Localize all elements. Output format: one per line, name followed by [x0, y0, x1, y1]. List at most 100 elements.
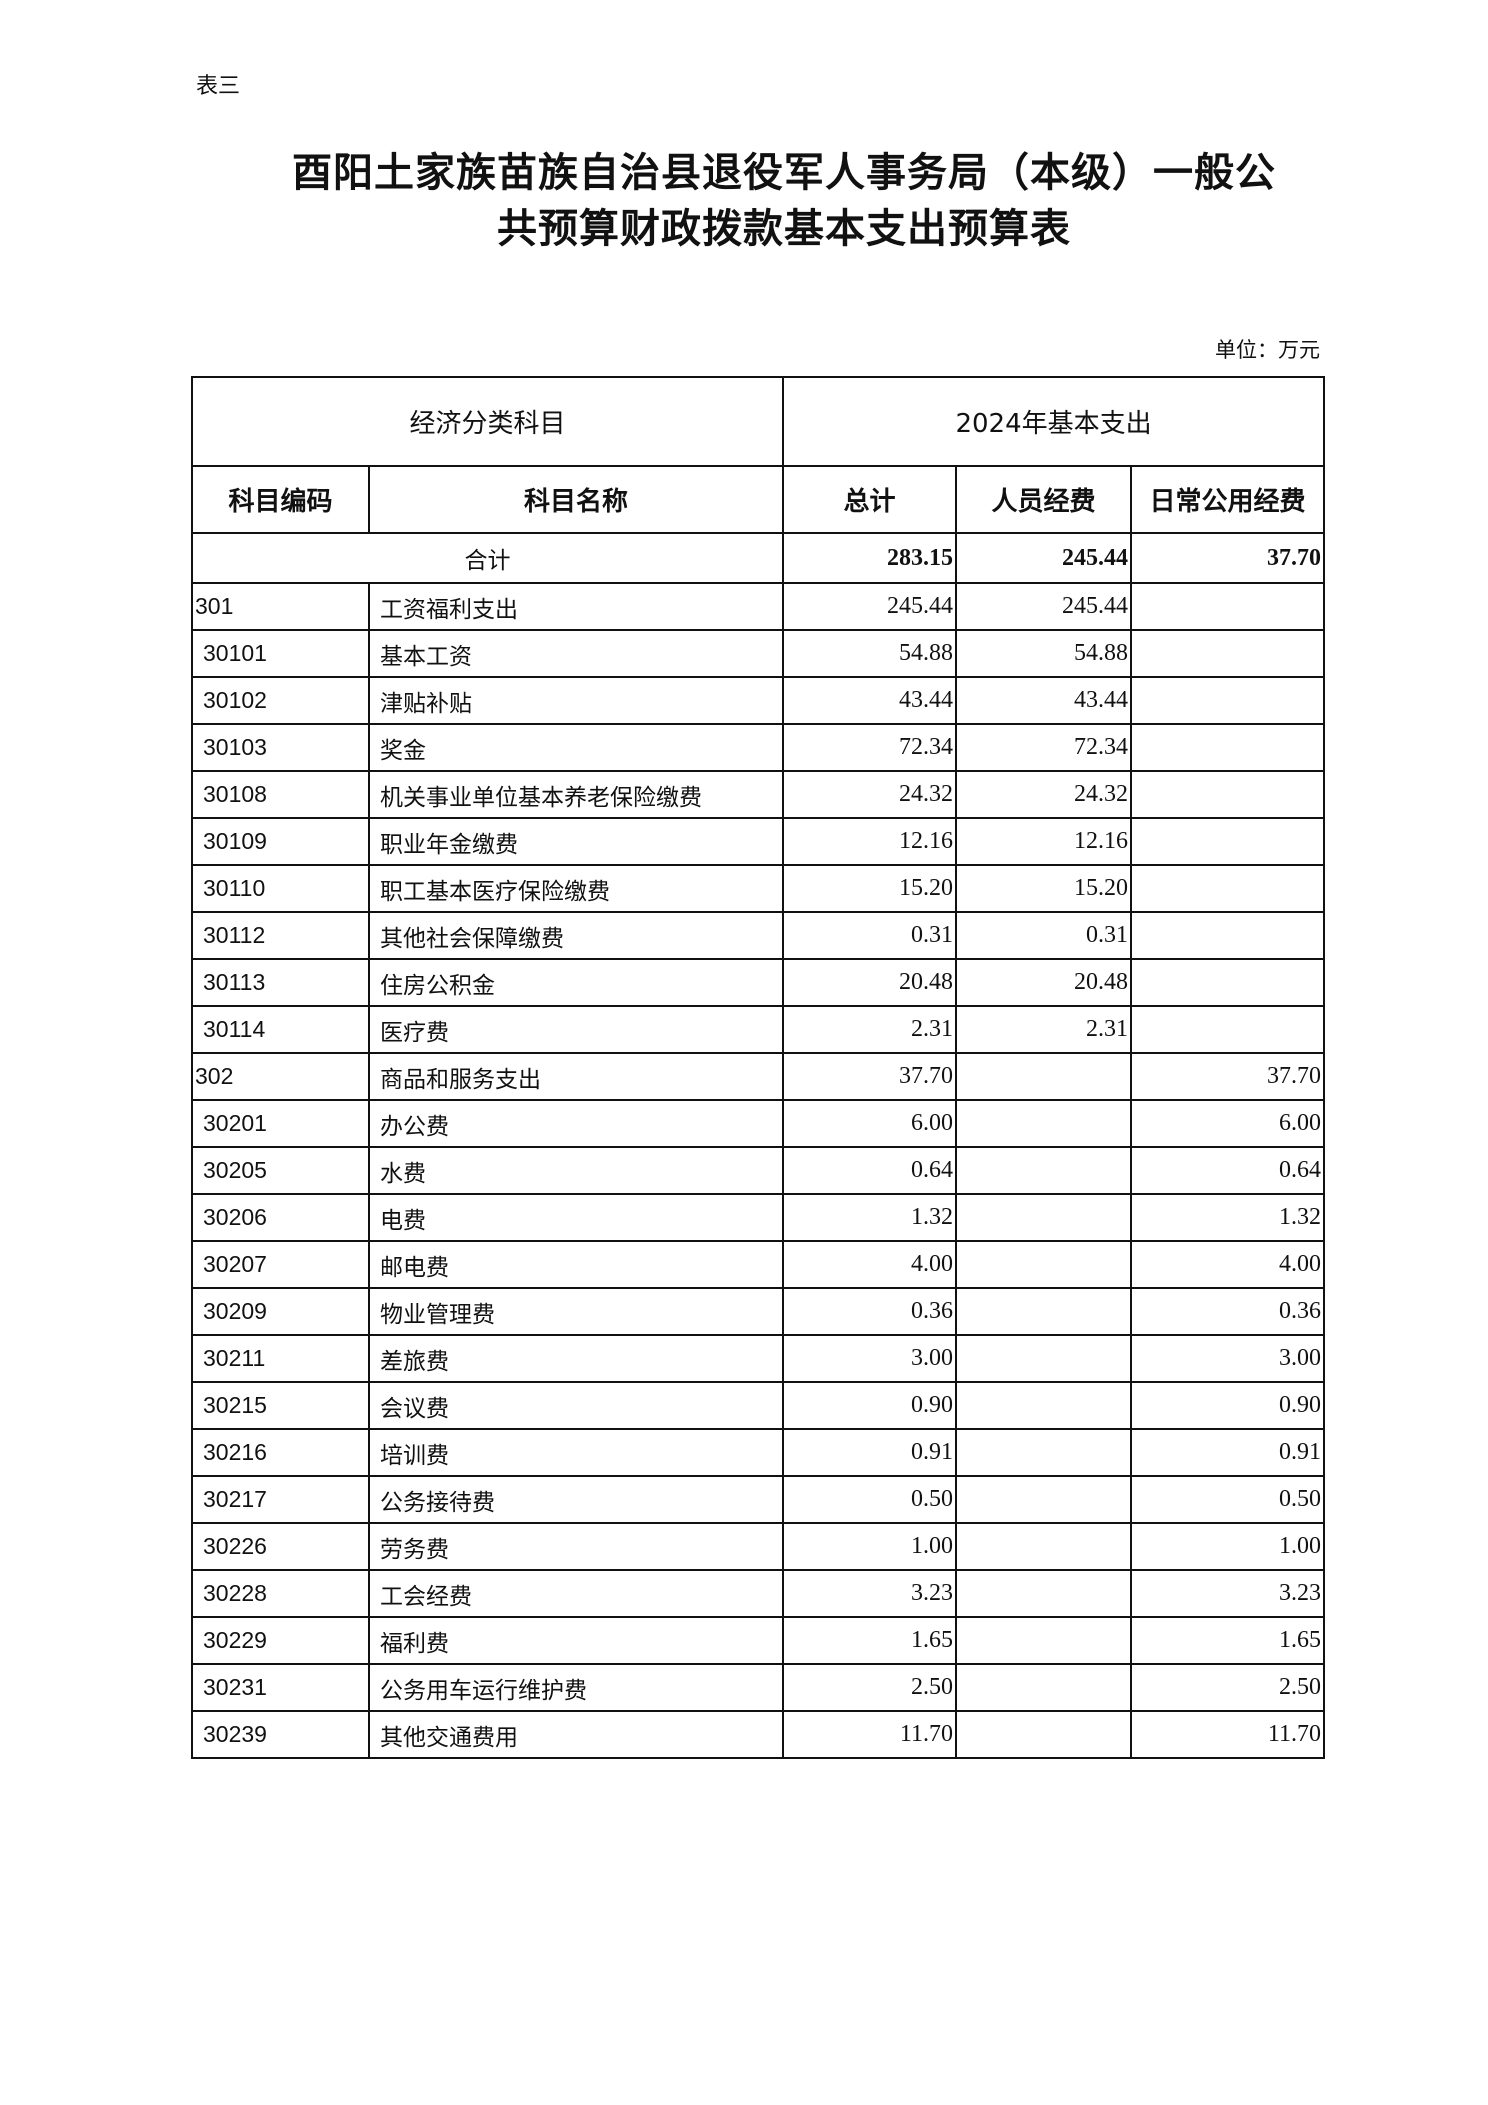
row-total: 2.31 — [782, 1005, 958, 1054]
row-total: 0.36 — [782, 1287, 958, 1336]
row-public — [1130, 1005, 1326, 1054]
row-total: 1.65 — [782, 1616, 958, 1665]
row-personnel — [955, 1428, 1133, 1477]
unit-label: 单位：万元 — [1215, 338, 1320, 362]
row-total: 24.32 — [782, 770, 958, 819]
row-public: 0.91 — [1130, 1428, 1326, 1477]
row-code: 30201 — [191, 1099, 370, 1148]
row-name: 其他交通费用 — [367, 1710, 785, 1759]
table-number-label: 表三 — [196, 74, 241, 99]
row-total: 2.50 — [782, 1663, 958, 1712]
row-code: 30216 — [191, 1428, 370, 1477]
row-name: 福利费 — [367, 1616, 785, 1665]
table-row: 30207 邮电费 4.00 4.00 — [191, 1240, 1326, 1289]
row-public: 3.00 — [1130, 1334, 1326, 1383]
row-personnel — [955, 1710, 1133, 1759]
row-name: 津贴补贴 — [367, 676, 785, 725]
row-public: 11.70 — [1130, 1710, 1326, 1759]
row-public: 37.70 — [1130, 1052, 1326, 1101]
row-public: 6.00 — [1130, 1099, 1326, 1148]
row-total: 37.70 — [782, 1052, 958, 1101]
row-public — [1130, 958, 1326, 1007]
row-name: 公务接待费 — [367, 1475, 785, 1524]
row-name: 物业管理费 — [367, 1287, 785, 1336]
table-row: 30216 培训费 0.91 0.91 — [191, 1428, 1326, 1477]
row-name: 商品和服务支出 — [367, 1052, 785, 1101]
table-row: 30228 工会经费 3.23 3.23 — [191, 1569, 1326, 1618]
row-code: 30112 — [191, 911, 370, 960]
row-code: 30229 — [191, 1616, 370, 1665]
row-code: 30217 — [191, 1475, 370, 1524]
row-personnel: 12.16 — [955, 817, 1133, 866]
page-title-line-2: 共预算财政拨款基本支出预算表 — [497, 205, 1071, 252]
row-total: 4.00 — [782, 1240, 958, 1289]
row-name: 住房公积金 — [367, 958, 785, 1007]
row-code: 30102 — [191, 676, 370, 725]
row-total: 15.20 — [782, 864, 958, 913]
row-name: 工资福利支出 — [367, 582, 785, 631]
row-personnel — [955, 1663, 1133, 1712]
row-name: 电费 — [367, 1193, 785, 1242]
row-personnel: 0.31 — [955, 911, 1133, 960]
header-economic-category: 经济分类科目 — [190, 376, 785, 467]
row-code: 30101 — [191, 629, 370, 678]
row-name: 职业年金缴费 — [367, 817, 785, 866]
row-public — [1130, 911, 1326, 960]
row-personnel — [955, 1475, 1133, 1524]
row-personnel — [955, 1381, 1133, 1430]
row-name: 医疗费 — [367, 1005, 785, 1054]
total-personnel: 245.44 — [955, 532, 1133, 584]
row-public: 0.36 — [1130, 1287, 1326, 1336]
row-total: 0.31 — [782, 911, 958, 960]
table-row: 30231 公务用车运行维护费 2.50 2.50 — [191, 1663, 1326, 1712]
row-personnel — [955, 1569, 1133, 1618]
row-name: 其他社会保障缴费 — [367, 911, 785, 960]
row-personnel — [955, 1052, 1133, 1101]
total-label: 合计 — [190, 532, 785, 584]
row-public — [1130, 629, 1326, 678]
row-name: 奖金 — [367, 723, 785, 772]
row-total: 11.70 — [782, 1710, 958, 1759]
row-personnel — [955, 1146, 1133, 1195]
row-name: 办公费 — [367, 1099, 785, 1148]
row-code: 30226 — [191, 1522, 370, 1571]
table-row: 30211 差旅费 3.00 3.00 — [191, 1334, 1326, 1383]
row-total: 20.48 — [782, 958, 958, 1007]
row-name: 职工基本医疗保险缴费 — [367, 864, 785, 913]
table-row: 30229 福利费 1.65 1.65 — [191, 1616, 1326, 1665]
table-row: 30102 津贴补贴 43.44 43.44 — [191, 676, 1326, 725]
row-public: 0.64 — [1130, 1146, 1326, 1195]
row-name: 培训费 — [367, 1428, 785, 1477]
table-row: 30215 会议费 0.90 0.90 — [191, 1381, 1326, 1430]
row-code: 30239 — [191, 1710, 370, 1759]
row-total: 0.91 — [782, 1428, 958, 1477]
table-row: 30209 物业管理费 0.36 0.36 — [191, 1287, 1326, 1336]
table-row: 30108 机关事业单位基本养老保险缴费 24.32 24.32 — [191, 770, 1326, 819]
row-personnel: 20.48 — [955, 958, 1133, 1007]
table-row: 30201 办公费 6.00 6.00 — [191, 1099, 1326, 1148]
row-total: 54.88 — [782, 629, 958, 678]
table-row: 30110 职工基本医疗保险缴费 15.20 15.20 — [191, 864, 1326, 913]
row-personnel — [955, 1334, 1133, 1383]
row-public — [1130, 770, 1326, 819]
row-name: 公务用车运行维护费 — [367, 1663, 785, 1712]
row-code: 302 — [191, 1052, 370, 1101]
row-personnel: 24.32 — [955, 770, 1133, 819]
row-total: 72.34 — [782, 723, 958, 772]
row-personnel — [955, 1522, 1133, 1571]
row-name: 水费 — [367, 1146, 785, 1195]
header-name: 科目名称 — [367, 465, 785, 534]
row-total: 6.00 — [782, 1099, 958, 1148]
total-total: 283.15 — [782, 532, 958, 584]
row-code: 30231 — [191, 1663, 370, 1712]
row-public: 1.65 — [1130, 1616, 1326, 1665]
row-personnel — [955, 1193, 1133, 1242]
row-personnel: 245.44 — [955, 582, 1133, 631]
header-code: 科目编码 — [191, 465, 370, 534]
header-2024-basic-expenditure: 2024年基本支出 — [782, 376, 1326, 467]
table-row: 30109 职业年金缴费 12.16 12.16 — [191, 817, 1326, 866]
row-code: 30206 — [191, 1193, 370, 1242]
row-code: 30110 — [191, 864, 370, 913]
row-public: 0.90 — [1130, 1381, 1326, 1430]
row-public: 3.23 — [1130, 1569, 1326, 1618]
